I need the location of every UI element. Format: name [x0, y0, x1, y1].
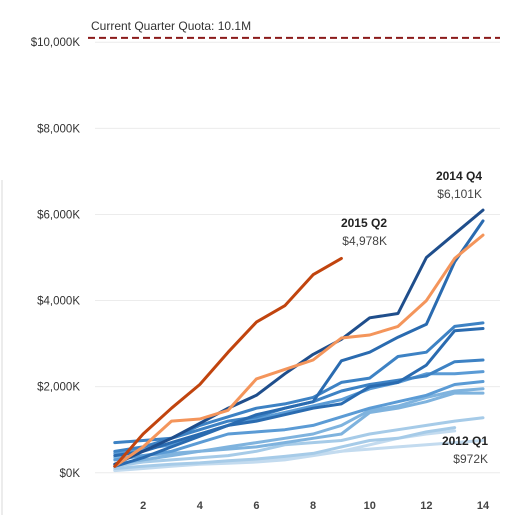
quota-reference: Current Quarter Quota: 10.1M — [88, 19, 500, 39]
series-lines — [113, 208, 485, 473]
annotation-title: 2014 Q4 — [436, 169, 482, 183]
y-tick-label: $10,000K — [31, 37, 81, 49]
series-line — [113, 416, 485, 468]
x-tick-label: 8 — [310, 500, 316, 512]
annotation-value: $6,101K — [437, 187, 482, 201]
quota-label: Current Quarter Quota: 10.1M — [91, 19, 251, 33]
annotation-title: 2015 Q2 — [341, 216, 387, 230]
series-line — [113, 391, 485, 460]
y-tick-label: $8,000K — [37, 123, 80, 135]
annotation-value: $4,978K — [342, 234, 387, 248]
gridlines — [95, 41, 500, 474]
annotations: 2014 Q4 $6,101K 2015 Q2 $4,978K 2012 Q1 $972K — [341, 169, 488, 466]
x-tick-label: 2 — [140, 500, 146, 512]
series-line — [113, 327, 485, 458]
series-line — [113, 426, 457, 470]
x-tick-label: 10 — [364, 500, 376, 512]
series-line — [113, 380, 485, 462]
series-line — [113, 219, 485, 468]
x-tick-label: 12 — [420, 500, 432, 512]
series-line — [113, 256, 343, 468]
axes: $0K $2,000K $4,000K $6,000K $8,000K $10,000K 2… — [1, 37, 490, 515]
y-tick-label: $4,000K — [37, 296, 80, 308]
x-tick-label: 6 — [253, 500, 259, 512]
x-tick-label: 14 — [477, 500, 490, 512]
annotation-title: 2012 Q1 — [442, 434, 488, 448]
y-tick-label: $6,000K — [37, 209, 80, 221]
series-line — [113, 233, 485, 468]
x-tick-label: 4 — [197, 500, 204, 512]
y-tick-label: $2,000K — [37, 382, 80, 394]
annotation-value: $972K — [453, 452, 488, 466]
series-line — [113, 387, 485, 466]
y-tick-label: $0K — [60, 468, 81, 480]
